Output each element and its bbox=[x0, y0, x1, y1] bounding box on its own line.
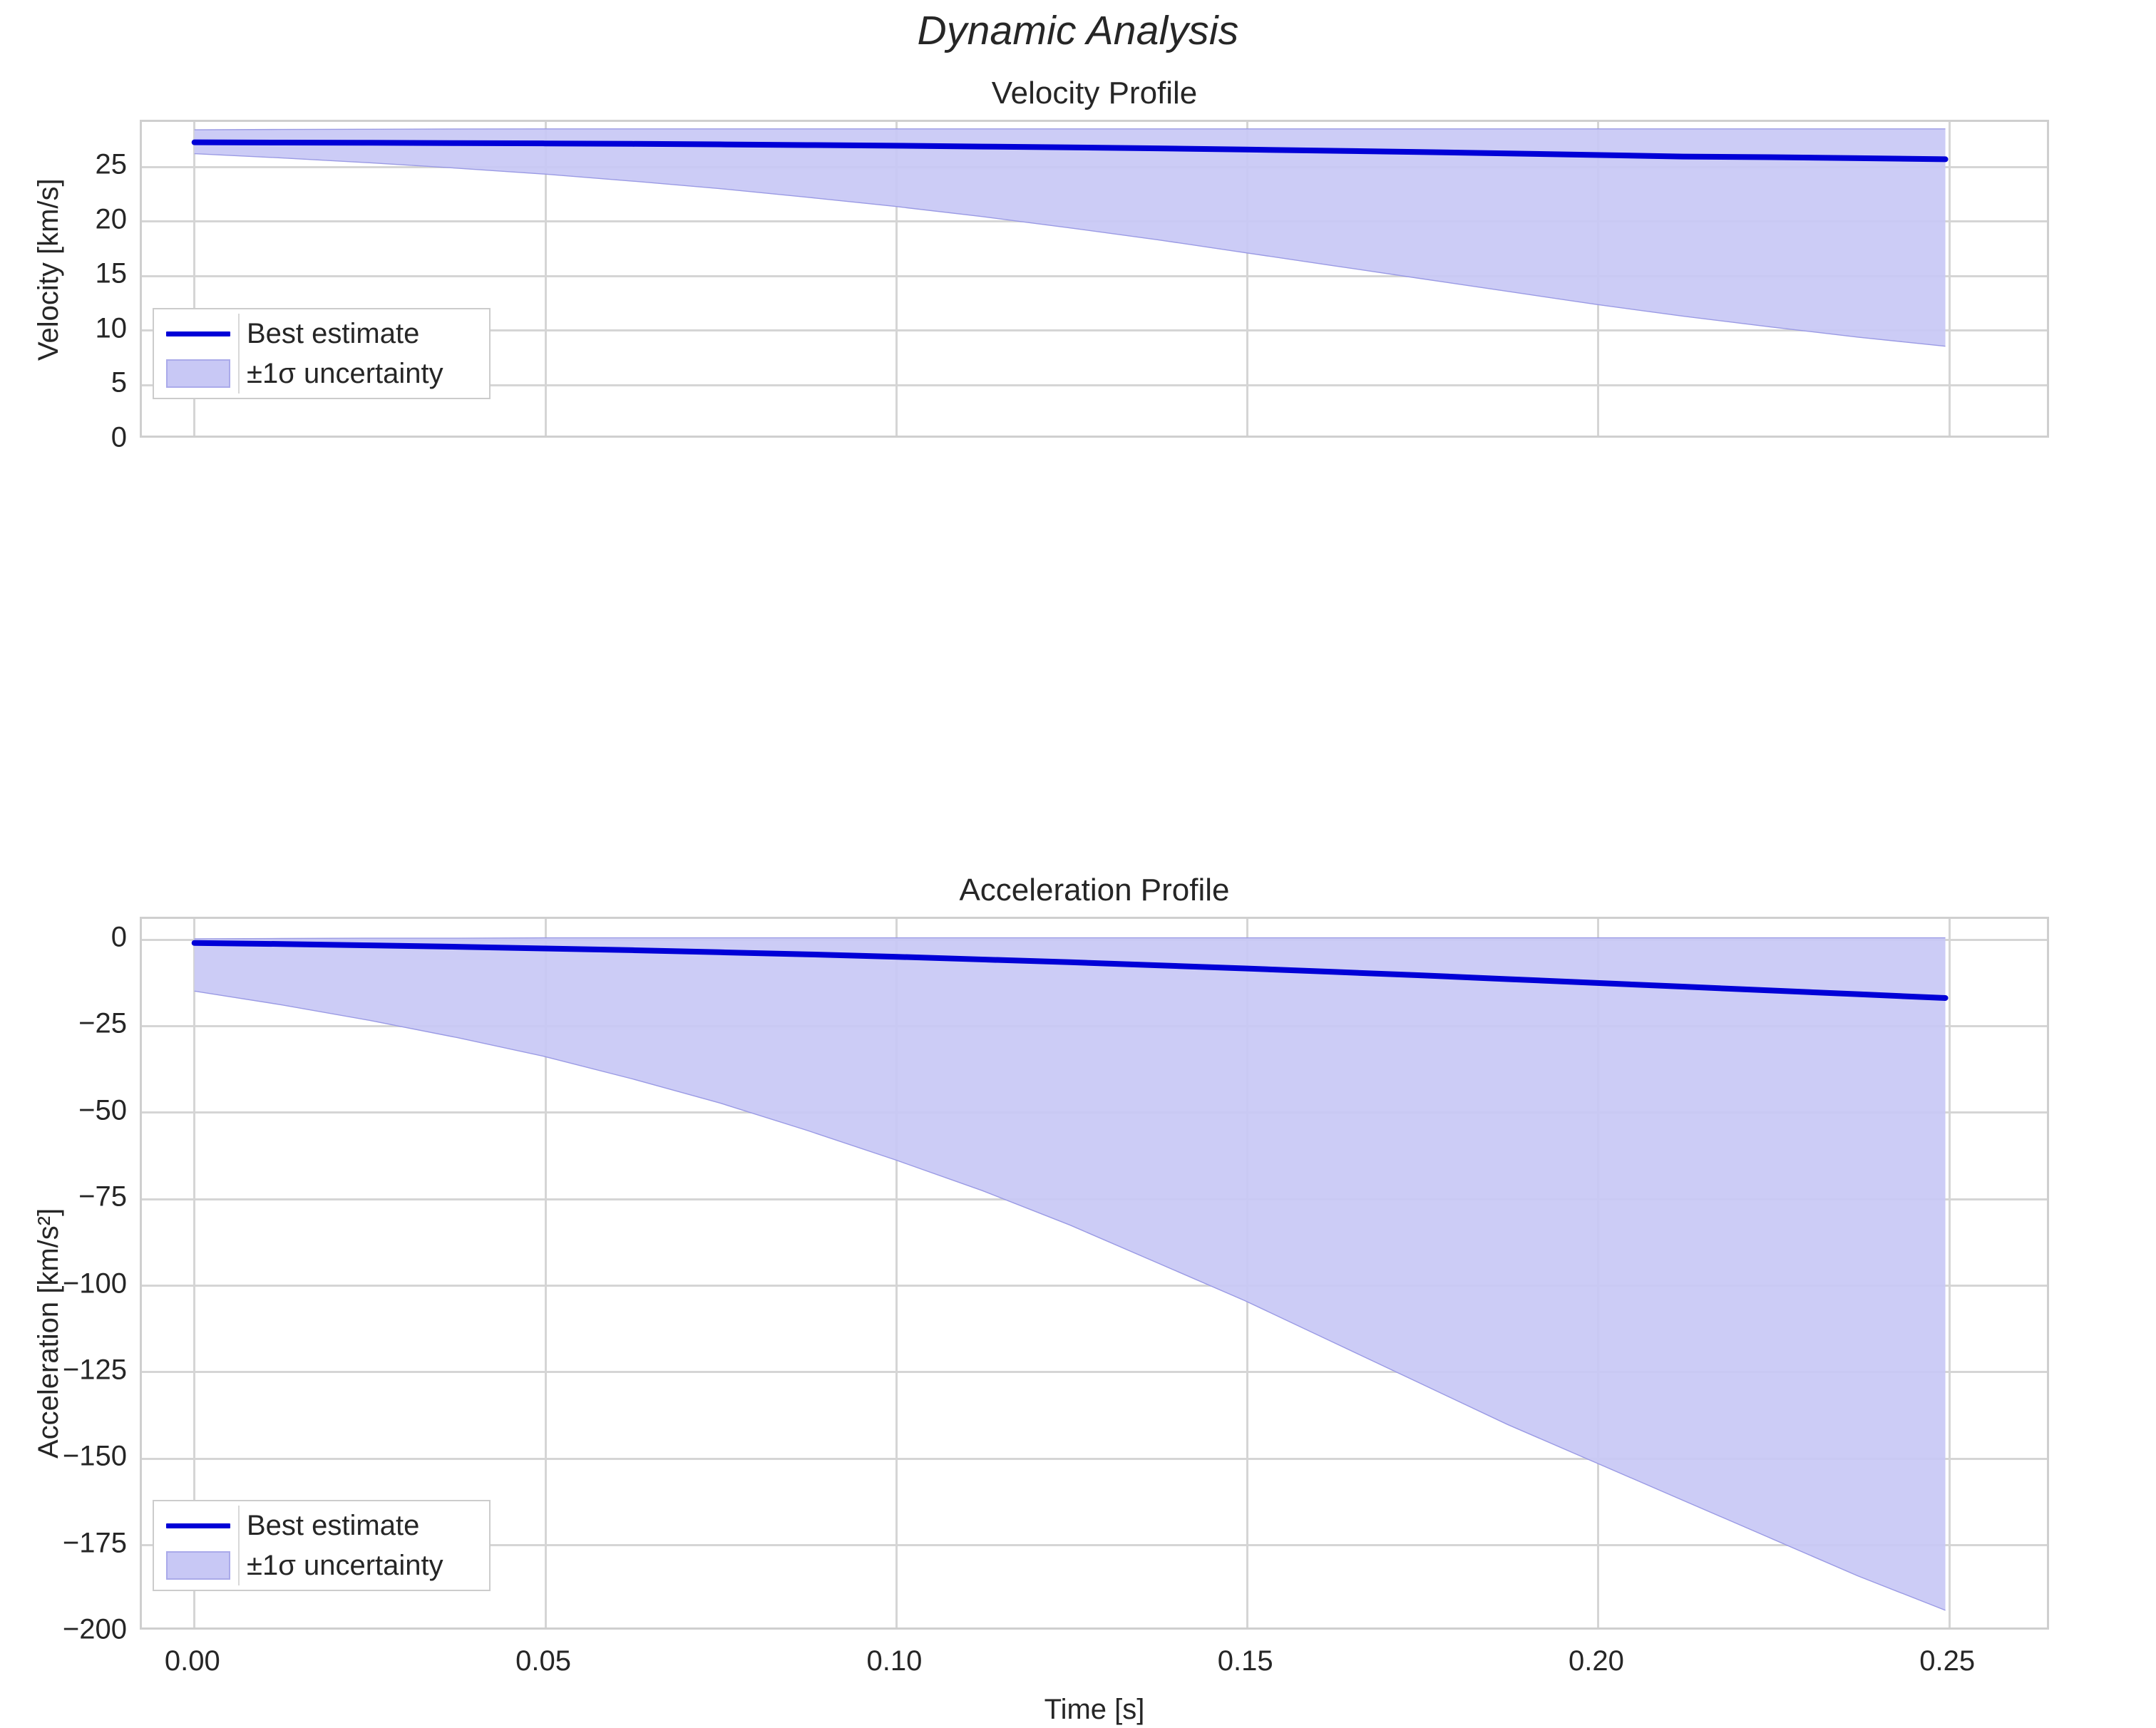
velocity-best-estimate-line bbox=[195, 143, 1946, 160]
gridline-vertical bbox=[1246, 122, 1249, 436]
y-tick-label: −125 bbox=[62, 1354, 127, 1386]
gridline-horizontal bbox=[142, 384, 2047, 386]
gridline-vertical bbox=[193, 122, 196, 436]
velocity-band-upper-edge bbox=[195, 129, 1946, 130]
x-tick-label: 0.00 bbox=[164, 1645, 220, 1677]
legend-entry-best-estimate: Best estimate bbox=[161, 315, 479, 352]
legend-patch-swatch bbox=[161, 359, 235, 388]
y-tick-label: 0 bbox=[111, 921, 127, 953]
acceleration-y-axis-label: Acceleration [km/s²] bbox=[33, 1208, 64, 1459]
y-tick-label: 25 bbox=[95, 148, 128, 180]
gridline-horizontal bbox=[142, 1544, 2047, 1547]
y-tick-label: 20 bbox=[95, 203, 128, 235]
acceleration-profile-title: Acceleration Profile bbox=[959, 873, 1230, 907]
x-tick-label: 0.25 bbox=[1919, 1645, 1976, 1677]
y-tick-label: −25 bbox=[78, 1007, 127, 1039]
y-tick-label: −75 bbox=[78, 1181, 127, 1213]
x-tick-label: 0.05 bbox=[515, 1645, 572, 1677]
y-tick-label: 10 bbox=[95, 312, 128, 344]
y-tick-label: −150 bbox=[62, 1440, 127, 1472]
gridline-vertical bbox=[895, 122, 898, 436]
gridline-vertical bbox=[1948, 122, 1951, 436]
velocity-uncertainty-band bbox=[194, 128, 1946, 346]
legend-entry-uncertainty: ±1σ uncertainty bbox=[161, 355, 479, 392]
y-tick-label: 15 bbox=[95, 257, 128, 289]
y-tick-label: −175 bbox=[62, 1527, 127, 1559]
legend-divider bbox=[238, 314, 240, 394]
figure-suptitle: Dynamic Analysis bbox=[917, 8, 1239, 53]
gridline-vertical bbox=[895, 919, 898, 1627]
x-tick-label: 0.20 bbox=[1569, 1645, 1624, 1677]
legend-divider bbox=[238, 1506, 240, 1585]
acceleration-profile-axes: Acceleration Profile 0 −25 −50 −75 −100 −125 −… bbox=[33, 873, 2049, 1725]
legend-label-uncertainty: ±1σ uncertainty bbox=[247, 357, 443, 389]
gridline-horizontal bbox=[142, 1285, 2047, 1287]
time-x-axis-label: Time [s] bbox=[1044, 1694, 1145, 1725]
gridline-vertical bbox=[193, 919, 196, 1627]
velocity-band-lower-edge bbox=[195, 154, 1946, 346]
y-tick-label: −200 bbox=[62, 1613, 127, 1645]
velocity-profile-axes: Velocity Profile 0 5 10 15 20 25 Velocity [km… bbox=[33, 76, 2049, 453]
gridline-horizontal bbox=[142, 274, 2047, 277]
gridline-horizontal bbox=[142, 329, 2047, 332]
gridline-horizontal bbox=[142, 1371, 2047, 1374]
acceleration-legend: Best estimate ±1σ uncertainty bbox=[153, 1500, 491, 1591]
y-tick-label: 0 bbox=[111, 421, 127, 453]
legend-label-best-estimate: Best estimate bbox=[247, 317, 420, 349]
legend-entry-uncertainty: ±1σ uncertainty bbox=[161, 1547, 479, 1584]
acceleration-best-estimate-line bbox=[195, 943, 1946, 998]
y-tick-label: −100 bbox=[62, 1267, 127, 1300]
legend-entry-best-estimate: Best estimate bbox=[161, 1507, 479, 1544]
velocity-y-axis-label: Velocity [km/s] bbox=[33, 178, 64, 361]
velocity-legend: Best estimate ±1σ uncertainty bbox=[153, 308, 491, 399]
acceleration-data-layer bbox=[142, 919, 2047, 1627]
legend-patch-swatch bbox=[161, 1551, 235, 1580]
acceleration-band-lower-edge bbox=[195, 991, 1946, 1610]
gridline-vertical bbox=[544, 122, 547, 436]
x-tick-label: 0.15 bbox=[1217, 1645, 1273, 1677]
y-tick-label: 5 bbox=[111, 366, 127, 398]
acceleration-uncertainty-band bbox=[194, 937, 1946, 1610]
legend-label-best-estimate: Best estimate bbox=[247, 1509, 420, 1541]
acceleration-band-upper-edge bbox=[195, 938, 1946, 939]
y-tick-label: −50 bbox=[78, 1094, 127, 1126]
legend-line-swatch bbox=[161, 1523, 235, 1528]
gridline-horizontal bbox=[142, 1457, 2047, 1460]
gridline-vertical bbox=[544, 919, 547, 1627]
x-tick-label: 0.10 bbox=[866, 1645, 923, 1677]
legend-line-swatch bbox=[161, 331, 235, 336]
velocity-data-layer bbox=[142, 122, 2047, 436]
velocity-profile-title: Velocity Profile bbox=[991, 76, 1198, 110]
gridline-vertical bbox=[1948, 919, 1951, 1627]
legend-label-uncertainty: ±1σ uncertainty bbox=[247, 1549, 443, 1581]
